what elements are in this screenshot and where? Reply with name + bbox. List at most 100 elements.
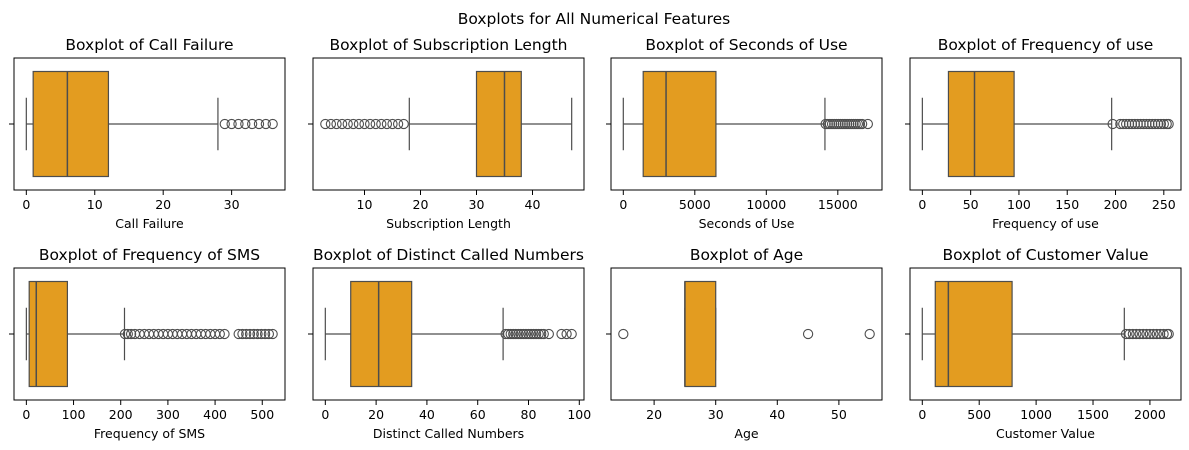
- outlier-point: [520, 328, 532, 340]
- outlier-point: [214, 328, 225, 340]
- boxplot-panel: Boxplot of Frequency of SMS 0 100 200 300 400…: [9, 246, 286, 441]
- x-tick-label: 30: [469, 197, 485, 212]
- x-axis-label: Age: [734, 426, 758, 441]
- outlier-point: [856, 118, 868, 130]
- x-tick-label: 20: [646, 407, 662, 422]
- outlier-point: [1151, 328, 1162, 340]
- x-tick-label: 1000: [1020, 407, 1052, 422]
- outlier-point: [256, 328, 267, 340]
- panel-title: Boxplot of Frequency of use: [938, 36, 1154, 54]
- iqr-box: [934, 280, 1013, 388]
- x-tick-label: 200: [109, 407, 133, 422]
- outlier-point: [320, 118, 331, 130]
- iqr-box: [32, 70, 110, 178]
- boxplot-panel: Boxplot of Seconds of Use 0 5000 10000 15000…: [606, 36, 883, 231]
- outlier-point: [536, 328, 547, 340]
- x-tick-label: 200: [1104, 197, 1128, 212]
- outlier-point: [1141, 328, 1152, 340]
- outlier-point: [538, 328, 549, 340]
- outlier-point: [219, 328, 230, 340]
- outlier-point: [508, 328, 519, 340]
- figure-title: Boxplots for All Numerical Features: [458, 10, 731, 28]
- outlier-point: [353, 118, 365, 130]
- outlier-point: [618, 328, 629, 340]
- outlier-point: [1107, 118, 1118, 130]
- outlier-point: [528, 328, 539, 340]
- outlier-point: [1155, 328, 1166, 340]
- outlier-point: [233, 118, 244, 130]
- outlier-point: [125, 328, 137, 340]
- outlier-point: [364, 118, 376, 130]
- x-tick-label: 100: [567, 407, 591, 422]
- panel-title: Boxplot of Frequency of SMS: [39, 246, 260, 264]
- x-tick-label: 50: [831, 407, 847, 422]
- outlier-point: [119, 328, 131, 340]
- outlier-point: [561, 328, 572, 340]
- x-tick-label: 10: [357, 197, 373, 212]
- outlier-point: [543, 328, 554, 340]
- outlier-point: [219, 118, 230, 130]
- iqr-box: [684, 280, 717, 388]
- outlier-point: [325, 118, 337, 130]
- panel-title: Boxplot of Seconds of Use: [645, 36, 847, 54]
- panel-title: Boxplot of Age: [690, 246, 803, 264]
- panel-title: Boxplot of Subscription Length: [329, 36, 567, 54]
- outlier-point: [1144, 328, 1156, 340]
- outlier-point: [1148, 328, 1159, 340]
- boxplot-panel: Boxplot of Distinct Called Numbers 0 20 40 6…: [308, 246, 591, 441]
- outlier-point: [253, 118, 265, 130]
- x-tick-label: 40: [525, 197, 541, 212]
- x-tick-label: 80: [521, 407, 537, 422]
- boxplot-panel: Boxplot of Frequency of use 0 50 100 150 200 2…: [905, 36, 1182, 231]
- outlier-point: [515, 328, 527, 340]
- outlier-point: [259, 328, 271, 340]
- x-tick-label: 100: [62, 407, 86, 422]
- outlier-point: [122, 328, 133, 340]
- x-tick-label: 30: [708, 407, 724, 422]
- outlier-point: [1134, 328, 1145, 340]
- outlier-point: [381, 118, 393, 130]
- outlier-point: [244, 328, 256, 340]
- x-tick-label: 0: [918, 197, 926, 212]
- x-tick-label: 500: [967, 407, 991, 422]
- panel-title: Boxplot of Distinct Called Numbers: [313, 246, 584, 264]
- outlier-point: [376, 118, 387, 130]
- iqr-box: [350, 280, 413, 388]
- outlier-point: [518, 328, 529, 340]
- x-tick-label: 5000: [679, 197, 711, 212]
- outlier-point: [862, 118, 873, 130]
- outlier-point: [1131, 328, 1142, 340]
- x-tick-label: 20: [155, 197, 171, 212]
- outlier-point: [226, 118, 237, 130]
- plot-area: [610, 267, 883, 401]
- outlier-point: [503, 328, 514, 340]
- boxplot-panel: Boxplot of Customer Value 0 500 1000 1500 200…: [905, 246, 1182, 441]
- x-axis-label: Distinct Called Numbers: [373, 426, 524, 441]
- outlier-point: [1137, 328, 1149, 340]
- outlier-point: [1155, 118, 1167, 130]
- outlier-point: [510, 328, 521, 340]
- outlier-point: [1124, 328, 1135, 340]
- outlier-point: [505, 328, 516, 340]
- x-tick-label: 250: [1152, 197, 1176, 212]
- x-tick-label: 0: [22, 197, 30, 212]
- panel-title: Boxplot of Customer Value: [942, 246, 1148, 264]
- outlier-point: [1127, 328, 1139, 340]
- outlier-point: [387, 118, 398, 130]
- outlier-point: [370, 118, 381, 130]
- x-axis-label: Customer Value: [996, 426, 1095, 441]
- iqr-box: [475, 70, 522, 178]
- outlier-point: [533, 328, 544, 340]
- outlier-point: [260, 118, 271, 130]
- outlier-point: [1158, 118, 1169, 130]
- panel-title: Boxplot of Call Failure: [65, 36, 233, 54]
- outlier-point: [500, 328, 511, 340]
- outlier-point: [1163, 118, 1174, 130]
- x-tick-label: 150: [1055, 197, 1079, 212]
- outlier-point: [556, 328, 567, 340]
- x-tick-label: 0: [22, 407, 30, 422]
- outlier-point: [267, 328, 278, 340]
- outlier-point: [233, 328, 244, 340]
- outlier-point: [523, 328, 534, 340]
